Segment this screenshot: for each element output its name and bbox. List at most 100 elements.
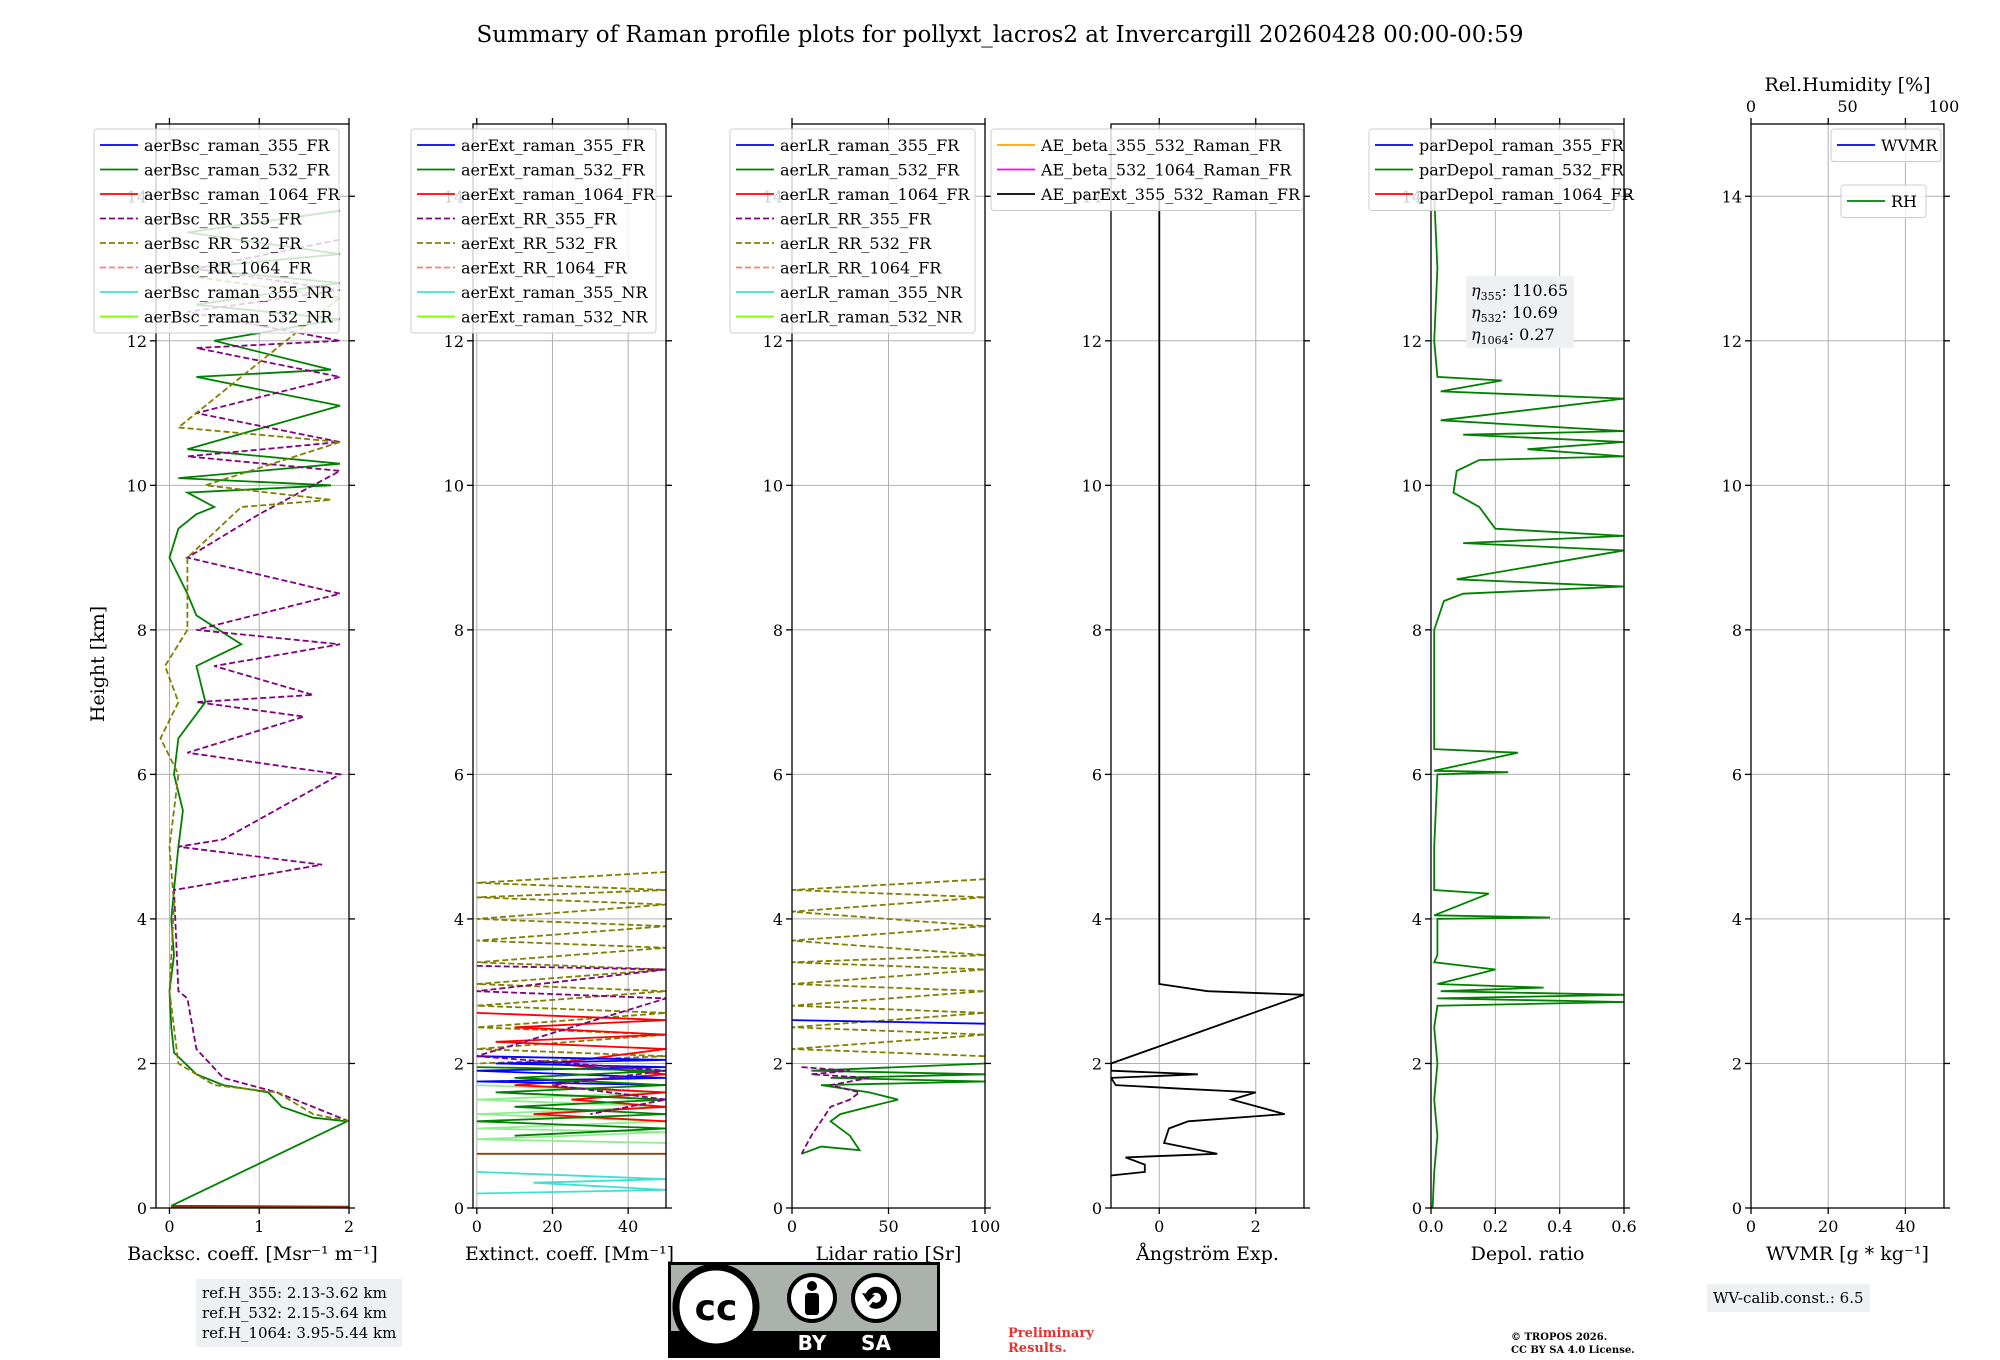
ytick-label-ext-4: 4 bbox=[454, 910, 464, 929]
eta-line-1064: η1064: 0.27 bbox=[1471, 325, 1555, 347]
ytick-label-ext-8: 8 bbox=[454, 621, 464, 640]
legend-label-aerLR_raman_532_FR: aerLR_raman_532_FR bbox=[780, 161, 960, 180]
series-aerExt_RR_355_FR bbox=[476, 965, 666, 1115]
series-aerBsc_RR_355_FR bbox=[173, 238, 349, 1123]
cc-sa-label: SA bbox=[861, 1331, 891, 1355]
xlabel-ae: Ångström Exp. bbox=[1135, 1243, 1279, 1265]
ytick-label-depol-8: 8 bbox=[1412, 621, 1422, 640]
eta-line-355: η355: 110.65 bbox=[1471, 281, 1568, 303]
xtick-label-ext-0: 0 bbox=[472, 1217, 482, 1236]
ytick-label-ext-12: 12 bbox=[444, 332, 464, 351]
xtick-label-ext-40: 40 bbox=[618, 1217, 638, 1236]
series-group-depol bbox=[1431, 196, 1624, 1208]
ytick-label-ext-2: 2 bbox=[454, 1054, 464, 1073]
legend-label-parDepol_raman_532_FR: parDepol_raman_532_FR bbox=[1419, 161, 1625, 180]
legend-label-aerBsc_raman_532_NR: aerBsc_raman_532_NR bbox=[144, 308, 333, 327]
cc-icon bbox=[672, 1263, 760, 1351]
xtick-label-ae-0: 0 bbox=[1154, 1217, 1164, 1236]
legend-label-aerExt_RR_532_FR: aerExt_RR_532_FR bbox=[461, 234, 618, 253]
legend-label-RH: RH bbox=[1891, 192, 1917, 211]
legend-label-aerBsc_RR_1064_FR: aerBsc_RR_1064_FR bbox=[144, 259, 313, 278]
ytick-label-lr-2: 2 bbox=[773, 1054, 783, 1073]
series-aerLR_RR_532_FR bbox=[792, 878, 985, 1058]
y-axis-label: Height [km] bbox=[87, 606, 109, 722]
ytick-label-lr-12: 12 bbox=[763, 332, 783, 351]
ytick-label-lr-8: 8 bbox=[773, 621, 783, 640]
xtick-label-bsc-1: 1 bbox=[254, 1217, 264, 1236]
xlabel-wv: WVMR [g * kg⁻¹] bbox=[1766, 1243, 1929, 1265]
ytick-label-bsc-4: 4 bbox=[137, 910, 147, 929]
xtick-label-depol-0: 0.0 bbox=[1418, 1217, 1443, 1236]
legend-label-aerBsc_raman_355_FR: aerBsc_raman_355_FR bbox=[144, 136, 330, 155]
xtick-label-wv-40: 40 bbox=[1895, 1217, 1915, 1236]
series-group-lr bbox=[792, 878, 985, 1155]
series-aerLR_RR_355_FR bbox=[800, 1066, 870, 1155]
xtick-label-lr-0: 0 bbox=[787, 1217, 797, 1236]
sa-recycle-icon bbox=[851, 1273, 901, 1323]
ytick-label-ae-8: 8 bbox=[1092, 621, 1102, 640]
ytick-label-depol-6: 6 bbox=[1412, 765, 1422, 784]
top-tick-label-50: 50 bbox=[1837, 97, 1857, 116]
ytick-label-lr-6: 6 bbox=[773, 765, 783, 784]
copyright-note: © TROPOS 2026. CC BY SA 4.0 License. bbox=[1511, 1331, 1635, 1357]
legend-label-aerBsc_raman_355_NR: aerBsc_raman_355_NR bbox=[144, 283, 333, 302]
ref-height-532: ref.H_532: 2.15-3.64 km bbox=[202, 1304, 387, 1322]
wv-calibration-box: WV-calib.const.: 6.5 bbox=[1707, 1284, 1870, 1312]
ytick-label-depol-10: 10 bbox=[1402, 476, 1422, 495]
ytick-label-ae-0: 0 bbox=[1092, 1199, 1102, 1218]
ytick-label-wv-8: 8 bbox=[1732, 621, 1742, 640]
ytick-label-wv-12: 12 bbox=[1722, 332, 1742, 351]
ytick-label-depol-2: 2 bbox=[1412, 1054, 1422, 1073]
xtick-label-lr-50: 50 bbox=[878, 1217, 898, 1236]
series-AE_parExt_355_532_Raman_FR bbox=[1111, 196, 1304, 1177]
reference-height-box: ref.H_355: 2.13-3.62 km ref.H_532: 2.15-… bbox=[196, 1279, 403, 1347]
legend-label-aerLR_raman_1064_FR: aerLR_raman_1064_FR bbox=[780, 185, 970, 204]
xlabel-bsc: Backsc. coeff. [Msr⁻¹ m⁻¹] bbox=[127, 1243, 378, 1265]
ytick-label-lr-4: 4 bbox=[773, 910, 783, 929]
ytick-label-bsc-6: 6 bbox=[137, 765, 147, 784]
ytick-label-bsc-0: 0 bbox=[137, 1199, 147, 1218]
panel-wv: 0 2 4 6 8 10 12 14 0 20 40 WVMR [g * kg⁻¹] 0 50 100Rel… bbox=[1722, 74, 1960, 1265]
xtick-label-wv-0: 0 bbox=[1746, 1217, 1756, 1236]
legend-label-aerExt_raman_1064_FR: aerExt_raman_1064_FR bbox=[461, 185, 656, 204]
ytick-label-depol-12: 12 bbox=[1402, 332, 1422, 351]
series-aerLR_raman_532_FR bbox=[801, 1062, 985, 1155]
ytick-label-wv-0: 0 bbox=[1732, 1199, 1742, 1218]
figure-title: Summary of Raman profile plots for polly… bbox=[477, 22, 1524, 48]
series-aerBsc_RR_532_FR bbox=[159, 274, 349, 1123]
panel-ext: 0246810121402040Extinct. coeff. [Mm⁻¹]ae… bbox=[410, 118, 674, 1265]
legend-label-parDepol_raman_1064_FR: parDepol_raman_1064_FR bbox=[1419, 185, 1635, 204]
legend-label-aerExt_raman_355_NR: aerExt_raman_355_NR bbox=[461, 283, 649, 302]
ytick-label-ext-0: 0 bbox=[454, 1199, 464, 1218]
ytick-label-lr-10: 10 bbox=[763, 476, 783, 495]
ytick-label-ae-6: 6 bbox=[1092, 765, 1102, 784]
cc-by-label: BY bbox=[798, 1331, 827, 1355]
legend-label-aerBsc_raman_532_FR: aerBsc_raman_532_FR bbox=[144, 161, 330, 180]
preliminary-line-2: Results. bbox=[1008, 1341, 1067, 1356]
preliminary-line-1: Preliminary bbox=[1008, 1326, 1094, 1341]
ref-height-1064: ref.H_1064: 3.95-5.44 km bbox=[202, 1324, 397, 1342]
ref-height-355: ref.H_355: 2.13-3.62 km bbox=[202, 1284, 387, 1302]
copyright-line-2: CC BY SA 4.0 License. bbox=[1511, 1345, 1635, 1356]
legend-wv-box bbox=[1830, 128, 1942, 162]
ytick-label-wv-4: 4 bbox=[1732, 910, 1742, 929]
xlabel-depol: Depol. ratio bbox=[1471, 1243, 1585, 1265]
xtick-label-depol-0.4: 0.4 bbox=[1547, 1217, 1572, 1236]
xtick-label-ae-2: 2 bbox=[1251, 1217, 1261, 1236]
ytick-label-ae-10: 10 bbox=[1082, 476, 1102, 495]
legend-label-aerLR_RR_355_FR: aerLR_RR_355_FR bbox=[780, 210, 932, 229]
ytick-label-depol-4: 4 bbox=[1412, 910, 1422, 929]
legend-label-AE_parExt_355_532_Raman_FR: AE_parExt_355_532_Raman_FR bbox=[1040, 185, 1301, 204]
panel-lr: 02468101214050100Lidar ratio [Sr]aerLR_r… bbox=[729, 118, 1000, 1265]
xlabel-ext: Extinct. coeff. [Mm⁻¹] bbox=[465, 1243, 674, 1265]
cc-icon-text: cc bbox=[695, 1288, 738, 1329]
panel-bsc: 02468101214012Backsc. coeff. [Msr⁻¹ m⁻¹]… bbox=[93, 118, 378, 1265]
legend-label-aerBsc_raman_1064_FR: aerBsc_raman_1064_FR bbox=[144, 185, 341, 204]
ytick-label-wv-14: 14 bbox=[1722, 187, 1742, 206]
legend-wv: WVMR bbox=[1830, 128, 1942, 162]
top-xlabel-wv: Rel.Humidity [%] bbox=[1764, 74, 1930, 96]
legend-label-AE_beta_532_1064_Raman_FR: AE_beta_532_1064_Raman_FR bbox=[1040, 161, 1292, 180]
eta-annotation-box bbox=[1466, 276, 1574, 348]
legend-label-AE_beta_355_532_Raman_FR: AE_beta_355_532_Raman_FR bbox=[1040, 136, 1282, 155]
